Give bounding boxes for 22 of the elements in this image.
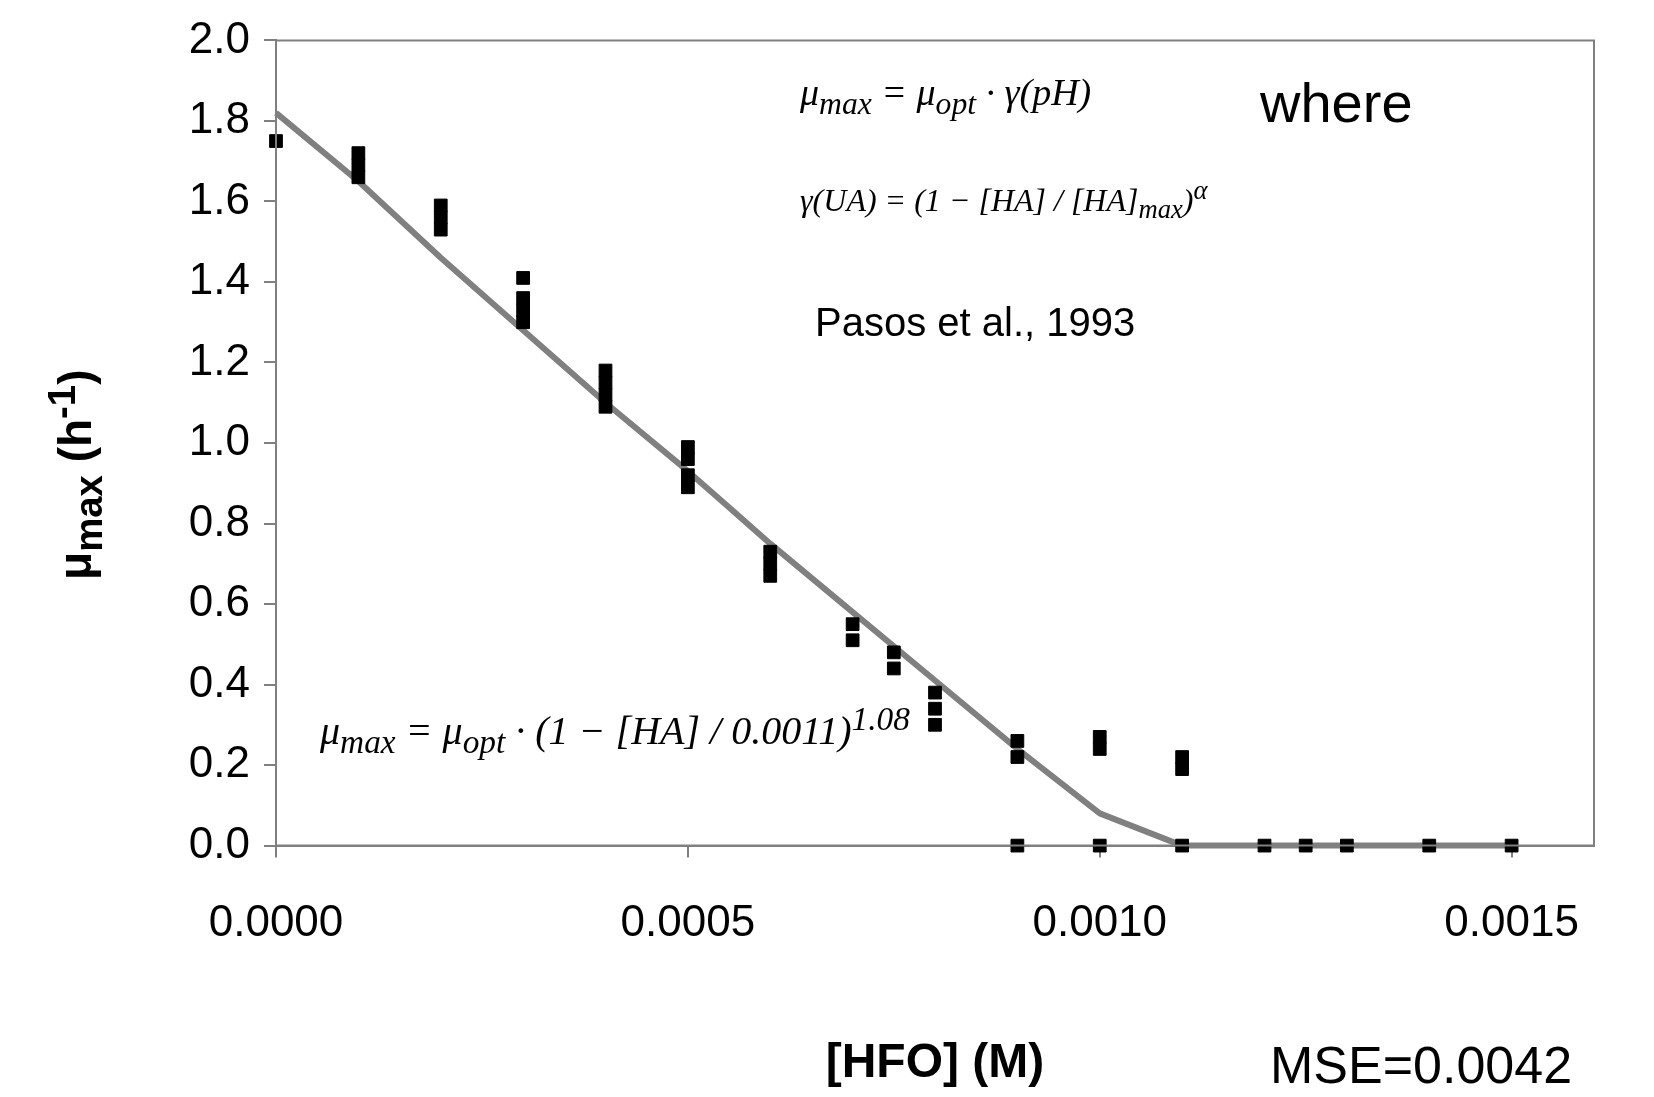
y-tick-label: 0.8: [188, 495, 250, 545]
y-tick-label: 1.2: [188, 334, 250, 384]
y-tick-label: 0.0: [188, 817, 250, 867]
y-tick-label: 0.6: [188, 576, 250, 626]
y-tick-label: 2.0: [188, 12, 250, 62]
y-tick-label: 1.6: [188, 173, 250, 223]
y-tick-label: 1.0: [188, 415, 250, 465]
text: MSE=0.0042: [1270, 1035, 1573, 1095]
x-tick-label: 0.0015: [1444, 896, 1579, 946]
y-tick-label: 0.2: [188, 737, 250, 787]
annotation: γ(UA) = (1 − [HA] / [HA]$_{max}$)$^{α}$: [800, 175, 1208, 226]
y-tick-label: 1.8: [188, 93, 250, 143]
annotation: where: [1260, 70, 1413, 135]
annotation: Pasos et al., 1993: [815, 300, 1136, 345]
x-tick-label: 0.0000: [208, 896, 344, 946]
x-axis-title: [HFO] (M): [825, 1034, 1045, 1088]
x-tick-label: 0.0005: [620, 896, 756, 946]
y-tick-label: 0.4: [188, 656, 250, 706]
annotation: μ$_{max}$ = μ$_{opt}$ · (1 − [HA] / 0.0011)$^{1.08}$: [320, 700, 910, 762]
x-tick-label: 0.0010: [1032, 896, 1168, 946]
annotation: μ$_{max}$ = μ$_{opt}$ · γ(pH): [800, 70, 1092, 122]
y-tick-label: 1.4: [188, 254, 250, 304]
